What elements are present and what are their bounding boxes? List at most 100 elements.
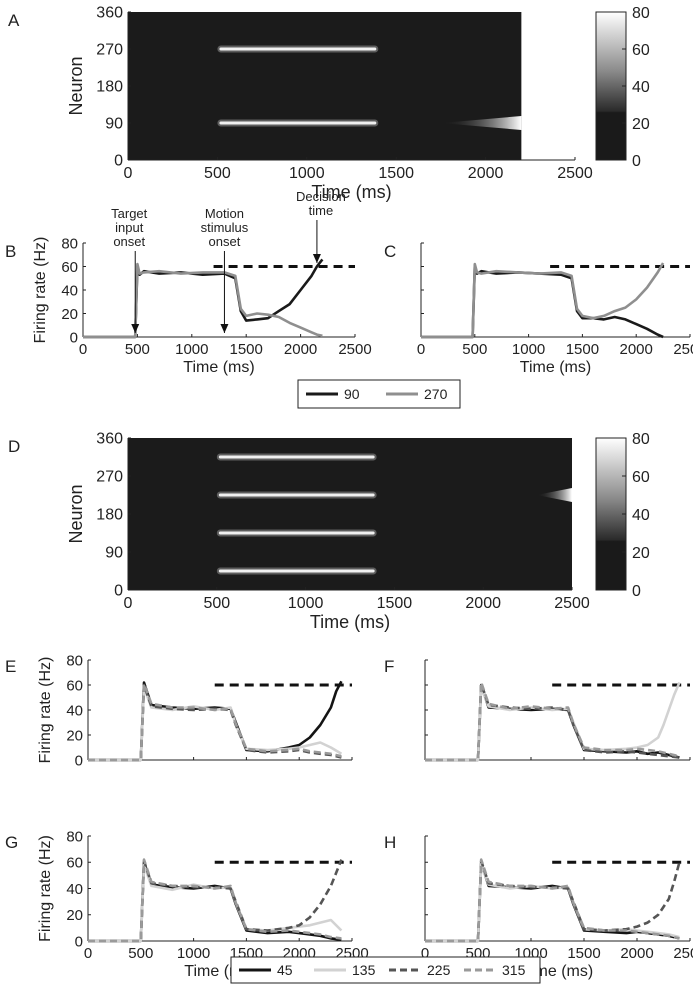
x-tick-label-H: 2000	[620, 945, 653, 962]
heatmap-band-D	[218, 493, 375, 497]
y-axis-label-A: Neuron	[66, 56, 86, 115]
annotation-text-B: time	[309, 203, 334, 218]
colorbar-tick-label-D: 0	[632, 583, 641, 600]
x-axis-label-C: Time (ms)	[520, 359, 591, 376]
axes-A	[127, 11, 576, 161]
y-tick-label-G: 60	[66, 855, 83, 872]
colorbar-tick-label-D: 80	[632, 431, 650, 448]
x-tick-label-C: 2000	[620, 341, 653, 358]
x-axis-label-A: Time (ms)	[311, 182, 391, 202]
annotation-arrowhead-B	[131, 324, 140, 333]
y-tick-label-D: 0	[114, 583, 123, 600]
series-line-45-E	[88, 680, 343, 762]
colorbar-tick-label-A: 20	[632, 116, 650, 133]
x-tick-label-D: 0	[124, 595, 133, 612]
colorbar-tick-label-A: 80	[632, 5, 650, 22]
x-tick-label-G: 500	[128, 945, 153, 962]
y-tick-label-E: 80	[66, 652, 83, 669]
colorbar-tick-label-A: 40	[632, 79, 650, 96]
annotation-arrowhead-B	[220, 324, 229, 333]
panel-letter-H: H	[384, 833, 396, 852]
series-line-315-H	[425, 858, 680, 943]
colorbar-tick-label-D: 20	[632, 545, 650, 562]
axes-C	[420, 242, 691, 338]
x-tick-label-C: 1000	[512, 341, 545, 358]
legend-bottom-label-315: 315	[502, 962, 526, 978]
series-line-315-G	[88, 858, 342, 943]
x-tick-label-B: 500	[125, 341, 150, 358]
colorbar-D	[595, 437, 627, 591]
y-tick-label-G: 40	[66, 881, 83, 898]
series-line-270-B	[83, 262, 323, 339]
x-tick-label-A: 2000	[468, 165, 504, 182]
x-tick-label-C: 2500	[673, 341, 693, 358]
y-tick-label-A: 270	[96, 42, 123, 59]
y-tick-label-D: 90	[105, 545, 123, 562]
heatmap-decision-activity-A	[440, 116, 522, 130]
x-tick-label-A: 1500	[378, 165, 414, 182]
annotation-text-B: input	[115, 220, 144, 235]
heatmap-band-D	[218, 569, 375, 573]
y-tick-label-E: 40	[66, 702, 83, 719]
legend-bottom-label-45: 45	[277, 962, 293, 978]
x-tick-label-C: 500	[462, 341, 487, 358]
y-axis-label-E: Firing rate (Hz)	[37, 657, 54, 764]
colorbar-tick-label-D: 60	[632, 469, 650, 486]
x-tick-label-H: 0	[421, 945, 429, 962]
y-tick-label-A: 360	[96, 5, 123, 22]
annotation-text-B: stimulus	[201, 220, 249, 235]
y-axis-label-B: Firing rate (Hz)	[32, 237, 49, 344]
annotation-text-B: onset	[113, 234, 145, 249]
y-tick-label-D: 180	[96, 507, 123, 524]
colorbar-tick-label-D: 40	[632, 507, 650, 524]
series-line-315-F	[425, 681, 680, 762]
colorbar-A	[595, 11, 627, 161]
heatmap-band-A	[219, 121, 377, 125]
y-tick-label-G: 80	[66, 828, 83, 845]
y-axis-label-D: Neuron	[66, 484, 86, 543]
panel-letter-B: B	[5, 242, 16, 261]
x-axis-label-D: Time (ms)	[310, 612, 390, 632]
panel-letter-E: E	[5, 657, 16, 676]
y-tick-label-B: 40	[61, 282, 78, 299]
x-tick-label-D: 1000	[288, 595, 324, 612]
y-tick-label-A: 0	[114, 153, 123, 170]
colorbar-tick-label-A: 60	[632, 42, 650, 59]
y-tick-label-B: 0	[70, 329, 78, 346]
x-tick-label-D: 2500	[554, 595, 590, 612]
series-line-90-C	[421, 265, 664, 339]
y-tick-label-E: 60	[66, 677, 83, 694]
series-line-225-H	[425, 859, 681, 943]
annotation-arrowhead-B	[312, 254, 321, 263]
series-line-225-G	[88, 859, 343, 943]
series-line-45-G	[88, 860, 342, 943]
y-tick-label-B: 60	[61, 259, 78, 276]
annotation-text-B: onset	[209, 234, 241, 249]
annotation-text-B: Motion	[205, 206, 244, 221]
y-tick-label-D: 270	[96, 469, 123, 486]
x-tick-label-C: 0	[417, 341, 425, 358]
x-tick-label-C: 1500	[566, 341, 599, 358]
panel-letter-C: C	[384, 242, 396, 261]
series-line-270-C	[421, 262, 665, 339]
panel-letter-A: A	[8, 11, 20, 30]
x-tick-label-G: 1000	[177, 945, 210, 962]
x-tick-label-G: 0	[84, 945, 92, 962]
legend-top-label-270: 270	[424, 386, 448, 402]
panel-letter-D: D	[8, 437, 20, 456]
heatmap-band-D	[218, 531, 375, 535]
panel-letter-F: F	[384, 657, 394, 676]
x-tick-label-D: 1500	[377, 595, 413, 612]
x-tick-label-H: 2500	[673, 945, 693, 962]
y-tick-label-G: 20	[66, 907, 83, 924]
x-axis-label-B: Time (ms)	[183, 359, 254, 376]
x-tick-label-A: 0	[124, 165, 133, 182]
x-tick-label-B: 2500	[338, 341, 371, 358]
series-line-135-H	[425, 862, 680, 943]
heatmap-background-D	[128, 438, 572, 590]
series-line-90-B	[83, 258, 324, 339]
legend-bottom-label-135: 135	[352, 962, 376, 978]
heatmap-band-A	[219, 47, 377, 51]
